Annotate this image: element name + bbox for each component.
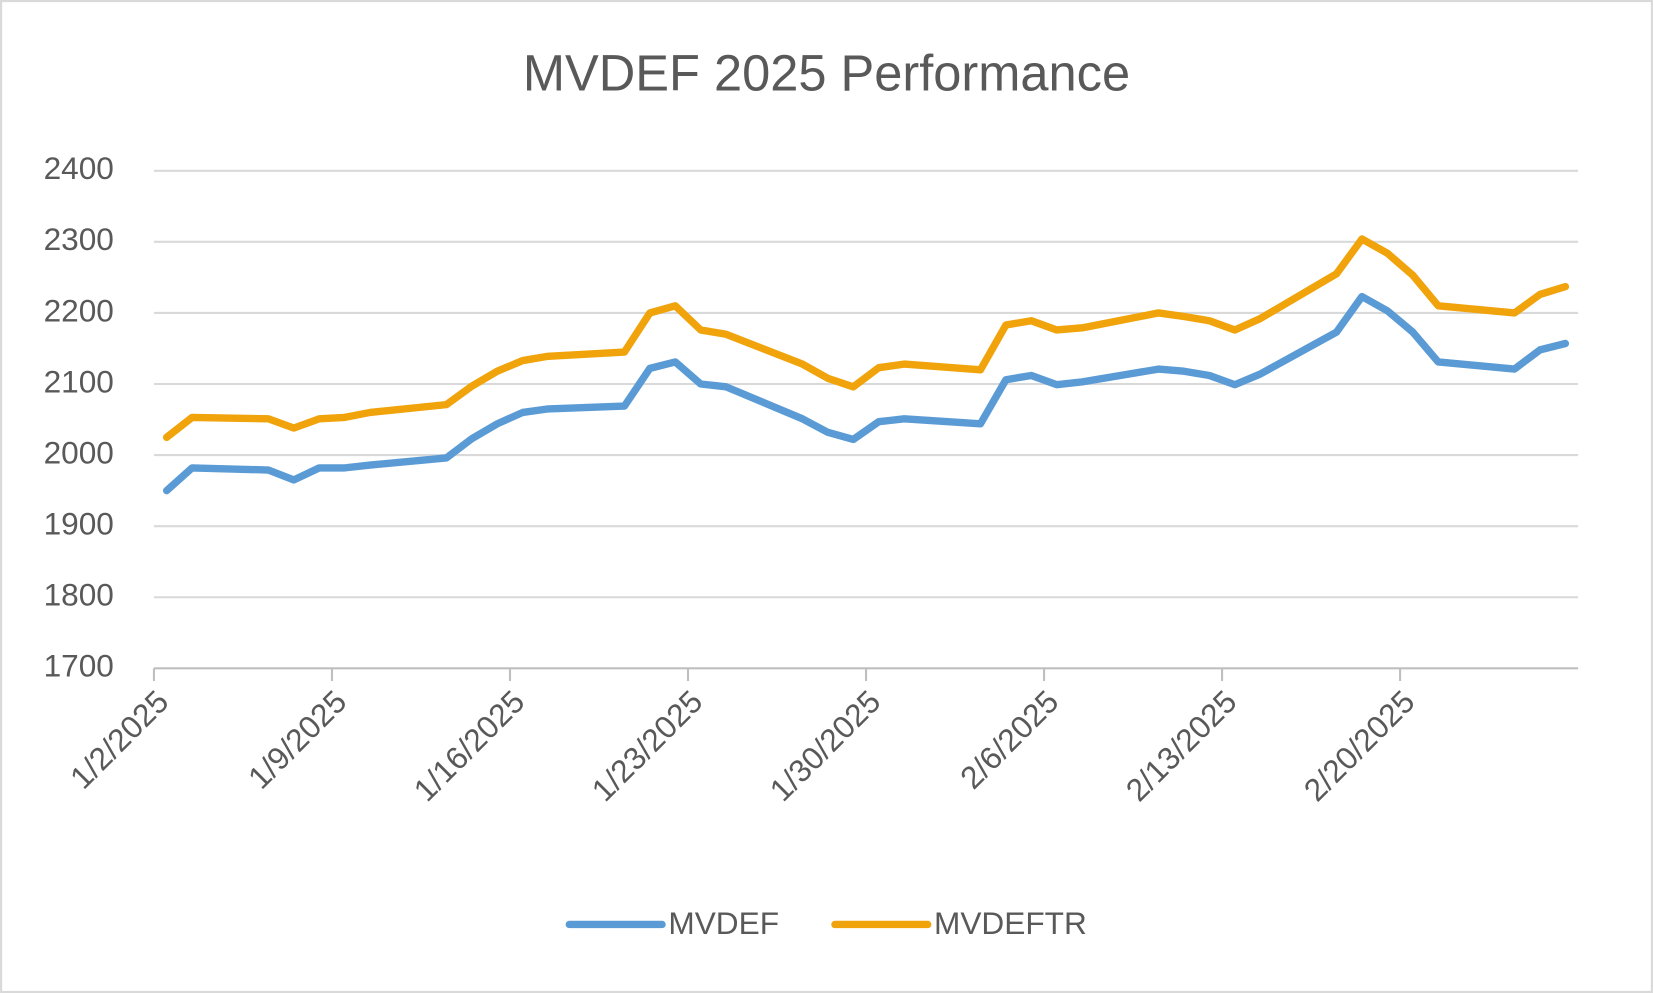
y-tick-label: 2000 [44, 434, 114, 470]
legend-label: MVDEFTR [934, 905, 1087, 941]
y-tick-label: 1700 [44, 648, 114, 684]
chart-title: MVDEF 2025 Performance [523, 44, 1130, 101]
y-tick-label: 1800 [44, 577, 114, 613]
y-tick-label: 2400 [44, 150, 114, 186]
series-line [162, 235, 1570, 442]
y-tick-label: 2200 [44, 292, 114, 328]
legend-label: MVDEF [668, 905, 779, 941]
y-tick-label: 1900 [44, 506, 114, 542]
y-tick-label: 2300 [44, 221, 114, 257]
y-tick-label: 2100 [44, 363, 114, 399]
series-line [162, 292, 1570, 495]
